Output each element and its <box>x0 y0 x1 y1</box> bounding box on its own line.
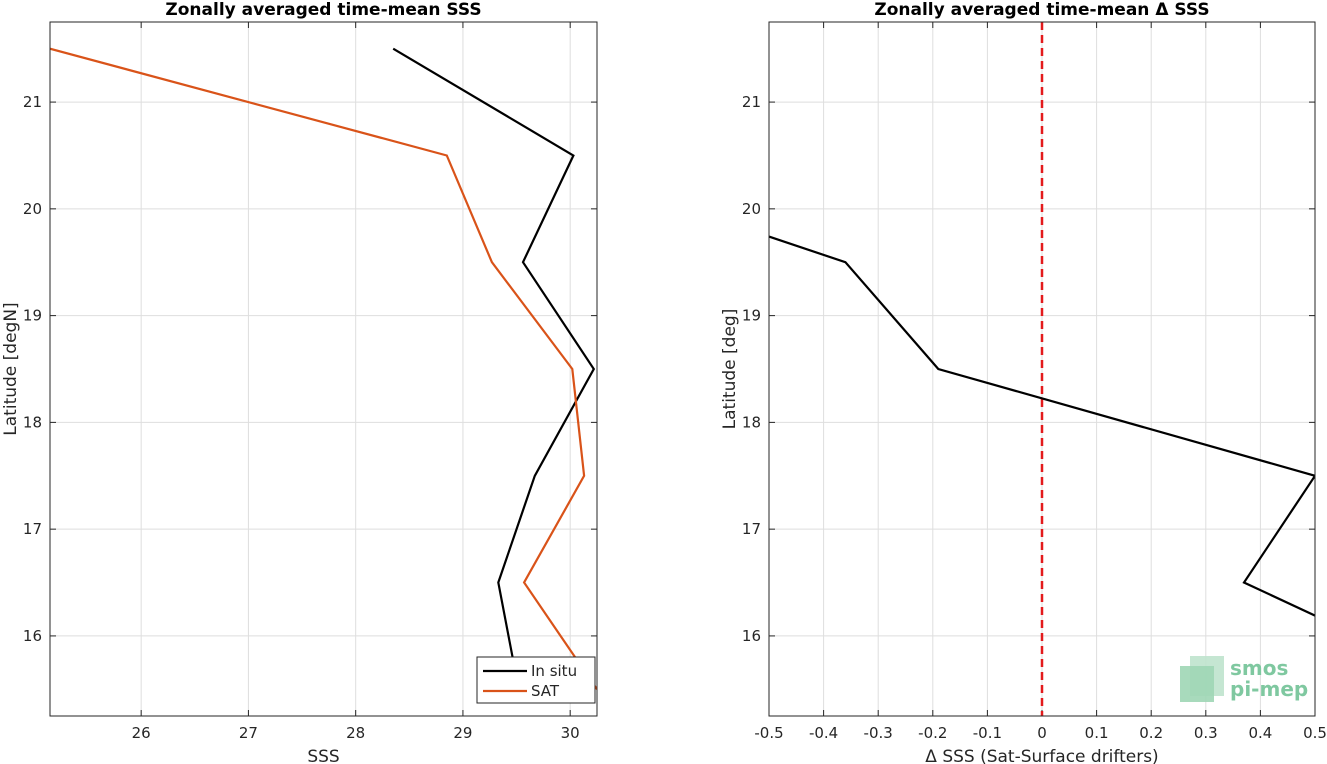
smos-pimep-logo: smos pi-mep <box>1180 656 1308 702</box>
plot-frame <box>49 21 598 717</box>
y-tick-label: 21 <box>23 93 42 111</box>
series-line-0 <box>769 235 1315 617</box>
y-tick-label: 18 <box>23 413 42 431</box>
x-tick-label: 26 <box>132 724 151 742</box>
y-tick-label: 17 <box>23 520 42 538</box>
x-tick-label: 0 <box>1037 724 1047 742</box>
y-tick-label: 20 <box>742 200 761 218</box>
series-line-in-situ <box>392 47 596 690</box>
y-tick-label: 19 <box>742 307 761 325</box>
series-line-sat <box>50 47 597 690</box>
x-tick-label: 0.1 <box>1085 724 1109 742</box>
x-tick-label: -0.3 <box>864 724 893 742</box>
y-axis-label: Latitude [deg] <box>720 309 740 430</box>
y-tick-label: 21 <box>742 93 761 111</box>
legend: In situ SAT <box>476 656 596 704</box>
legend-label: In situ <box>531 662 577 680</box>
x-axis-label: Δ SSS (Sat-Surface drifters) <box>925 747 1158 764</box>
logo-text-pimep: pi-mep <box>1230 677 1308 701</box>
x-tick-label: 30 <box>561 724 580 742</box>
legend-box <box>476 656 596 704</box>
chart-title: Zonally averaged time-mean Δ SSS <box>874 0 1209 20</box>
x-tick-label: 0.5 <box>1303 724 1327 742</box>
plot-frame <box>768 21 1316 717</box>
y-tick-label: 16 <box>742 627 761 645</box>
left-panel-sss: 26 27 28 29 30 16 17 18 19 20 21 Zonally averaged t… <box>1 0 598 764</box>
y-tick-label: 20 <box>23 200 42 218</box>
right-panel-delta-sss: -0.5 -0.4 -0.3 -0.2 -0.1 0 0.1 0.2 0.3 0.4 0.5 16 17… <box>720 0 1327 764</box>
x-tick-label: 27 <box>239 724 258 742</box>
x-tick-label: -0.2 <box>918 724 947 742</box>
y-tick-label: 19 <box>23 307 42 325</box>
chart-title: Zonally averaged time-mean SSS <box>165 0 481 20</box>
logo-text-smos: smos <box>1230 656 1288 680</box>
x-tick-label: -0.1 <box>973 724 1002 742</box>
y-tick-label: 18 <box>742 413 761 431</box>
y-axis-label: Latitude [degN] <box>1 302 21 435</box>
x-tick-label: 0.4 <box>1248 724 1272 742</box>
x-tick-label: -0.5 <box>754 724 783 742</box>
x-axis-label: SSS <box>307 747 339 764</box>
y-tick-label: 16 <box>23 627 42 645</box>
x-tick-label: 29 <box>453 724 472 742</box>
x-tick-label: -0.4 <box>809 724 838 742</box>
x-tick-label: 28 <box>346 724 365 742</box>
x-tick-label: 0.3 <box>1194 724 1218 742</box>
y-tick-label: 17 <box>742 520 761 538</box>
x-tick-label: 0.2 <box>1139 724 1163 742</box>
logo-graphic-front <box>1180 666 1214 702</box>
legend-label: SAT <box>531 682 560 700</box>
